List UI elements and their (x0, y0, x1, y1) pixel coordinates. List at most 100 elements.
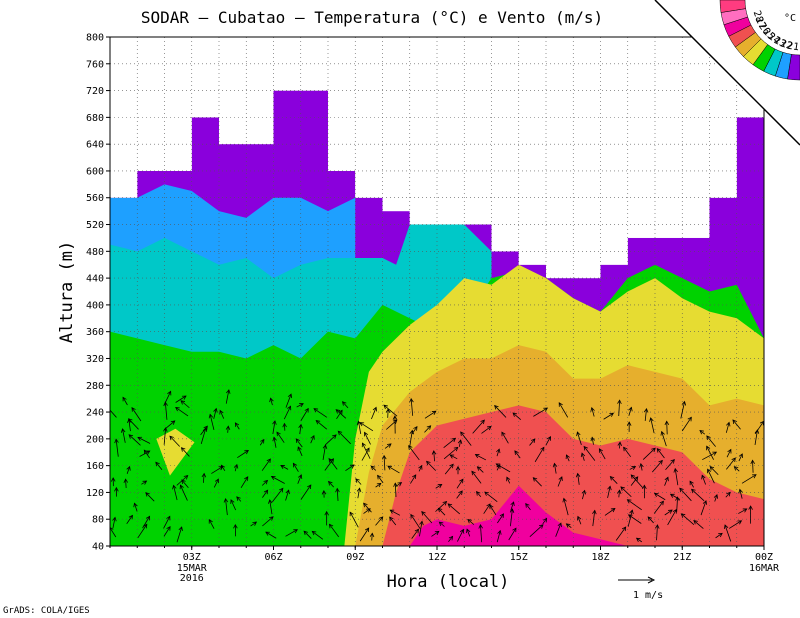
wind-arrow (311, 530, 324, 540)
wind-arrow (529, 524, 544, 537)
wind-arrow (179, 484, 188, 501)
wind-arrow (269, 397, 274, 406)
wind-arrow (213, 478, 219, 488)
wind-arrow (361, 442, 371, 459)
wind-arrow (276, 431, 285, 443)
wind-arrow (575, 472, 581, 485)
wind-arrow (345, 464, 355, 472)
y-tick-label: 120 (86, 488, 104, 499)
wind-arrow (680, 400, 687, 419)
wind-arrow (230, 499, 237, 511)
wind-arrow (141, 480, 148, 485)
wind-arrow (542, 517, 548, 525)
wind-arrow (489, 504, 497, 516)
wind-arrow (324, 510, 329, 526)
y-tick-label: 280 (86, 381, 104, 392)
wind-arrow (534, 446, 545, 463)
wind-arrow (741, 474, 757, 484)
wind-arrow (443, 446, 459, 460)
x-tick-sublabel: 2016 (180, 573, 204, 584)
x-tick-label: 12Z (428, 552, 446, 563)
wind-arrow (272, 436, 277, 448)
wind-arrow (112, 516, 117, 529)
wind-arrow (443, 437, 457, 448)
wind-arrow (626, 421, 632, 432)
wind-arrow (303, 530, 312, 539)
wind-vectors (110, 389, 764, 543)
wind-reference-label: 1 m/s (633, 590, 663, 601)
wind-arrow (630, 474, 644, 488)
wind-arrow (706, 445, 714, 460)
wind-arrow (426, 460, 437, 471)
wind-arrow (236, 496, 242, 502)
colorbar-label: 28 (751, 9, 765, 24)
x-tick-label: 00Z (755, 552, 773, 563)
wind-arrow (693, 520, 704, 529)
wind-arrow (181, 479, 189, 488)
wind-arrow (213, 407, 218, 420)
wind-arrow (382, 454, 387, 471)
wind-arrow (565, 523, 572, 529)
wind-arrow (295, 438, 303, 448)
wind-arrow (607, 485, 612, 499)
wind-arrow (525, 503, 531, 511)
wind-arrow (389, 516, 397, 526)
wind-arrow (114, 486, 119, 497)
wind-arrow (598, 448, 606, 460)
wind-arrow (649, 417, 655, 434)
wind-arrow (296, 403, 304, 408)
wind-arrow (175, 395, 187, 403)
colorbar-label: 21 (786, 41, 800, 54)
wind-arrow (435, 501, 448, 512)
wind-arrow (532, 477, 542, 487)
wind-arrow (424, 410, 437, 419)
wind-arrow (335, 409, 347, 419)
x-tick-label: 21Z (673, 552, 691, 563)
y-tick-label: 240 (86, 408, 104, 419)
wind-arrow (175, 406, 189, 417)
wind-arrow (512, 412, 522, 421)
wind-arrow (555, 522, 562, 537)
colorbar-label: 27 (753, 15, 768, 31)
wind-arrow (424, 425, 432, 433)
wind-arrow (667, 508, 677, 526)
wind-arrow (321, 489, 327, 498)
wind-arrow (604, 508, 616, 516)
wind-arrow (411, 528, 419, 539)
y-tick-label: 760 (86, 59, 104, 70)
x-tick-label: 15Z (510, 552, 528, 563)
wind-arrow (642, 484, 647, 499)
wind-arrow (431, 450, 437, 462)
wind-arrow (457, 528, 465, 542)
wind-arrow (709, 465, 719, 476)
wind-arrow (725, 421, 731, 433)
y-tick-label: 80 (92, 515, 104, 526)
wind-arrow (558, 402, 569, 418)
wind-arrow (169, 435, 180, 447)
wind-arrow (208, 413, 215, 430)
wind-arrow (359, 422, 374, 432)
wind-arrow (679, 487, 692, 502)
wind-arrow (361, 447, 370, 461)
y-tick-label: 640 (86, 140, 104, 151)
wind-arrow (233, 463, 239, 472)
y-tick-label: 360 (86, 327, 104, 338)
wind-arrow (603, 412, 615, 420)
wind-arrow (460, 431, 472, 446)
wind-arrow (699, 430, 706, 435)
wind-arrow (371, 406, 377, 420)
wind-arrow (163, 420, 176, 431)
wind-arrow (297, 446, 303, 457)
wind-arrow (155, 461, 163, 470)
y-tick-label: 320 (86, 354, 104, 365)
wind-arrow (681, 416, 692, 432)
wind-arrow (471, 470, 482, 484)
wind-arrow (337, 430, 351, 445)
wind-arrow (733, 466, 740, 472)
wind-arrow (431, 530, 440, 537)
wind-arrow (478, 524, 483, 543)
wind-arrow (616, 489, 622, 498)
wind-arrow (143, 449, 150, 459)
